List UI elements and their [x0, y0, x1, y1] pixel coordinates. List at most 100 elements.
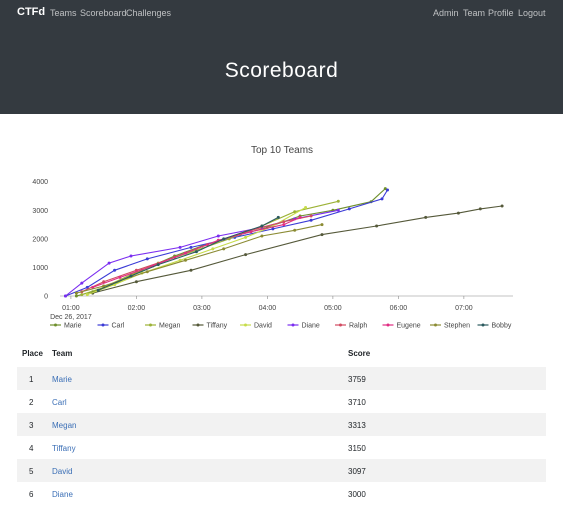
data-point[interactable]	[129, 254, 133, 258]
score-chart: Top 10 Teams 0 1000 2000 3000 4000 01:00 Dec …	[32, 145, 513, 330]
data-point[interactable]	[293, 210, 297, 214]
nav-link-logout[interactable]: Logout	[518, 8, 546, 18]
data-point[interactable]	[145, 270, 149, 274]
data-point[interactable]	[260, 224, 264, 228]
data-point[interactable]	[102, 280, 106, 284]
table-row: 6 Diane 3000	[17, 482, 546, 505]
nav-link-teams[interactable]: Teams	[50, 8, 77, 18]
data-point[interactable]	[282, 223, 286, 227]
data-point[interactable]	[424, 215, 428, 219]
legend-item-eugene[interactable]: Eugene	[397, 323, 421, 330]
x-tick-label: 06:00	[390, 305, 408, 312]
legend-marker	[101, 323, 105, 327]
data-point[interactable]	[347, 207, 351, 211]
data-point[interactable]	[293, 228, 297, 232]
series-line-stephen[interactable]	[76, 224, 323, 294]
series-line-tiffany[interactable]	[92, 205, 503, 294]
data-point[interactable]	[320, 233, 324, 237]
row-score: 3759	[348, 375, 366, 384]
row-team-link[interactable]: Tiffany	[52, 444, 76, 453]
series-line-ralph[interactable]	[81, 215, 312, 293]
series-line-eugene[interactable]	[92, 216, 301, 288]
nav-link-scoreboard[interactable]: Scoreboard	[80, 8, 127, 18]
legend-item-stephen[interactable]: Stephen	[444, 323, 470, 330]
data-point[interactable]	[102, 284, 106, 288]
legend-item-bobby[interactable]: Bobby	[492, 323, 512, 330]
table-row: 2 Carl 3710	[17, 390, 546, 413]
data-point[interactable]	[375, 224, 379, 228]
data-point[interactable]	[244, 253, 248, 257]
data-point[interactable]	[113, 268, 117, 272]
data-point[interactable]	[184, 258, 187, 262]
data-point[interactable]	[380, 197, 384, 201]
row-place: 5	[29, 467, 34, 476]
table-row: 3 Megan 3313	[17, 413, 546, 436]
nav-link-challenges[interactable]: Challenges	[126, 8, 172, 18]
legend-item-tiffany[interactable]: Tiffany	[207, 323, 228, 330]
data-point[interactable]	[156, 263, 160, 267]
data-point[interactable]	[194, 250, 198, 254]
data-point[interactable]	[386, 188, 389, 192]
legend-marker	[339, 323, 342, 327]
data-point[interactable]	[336, 208, 340, 212]
data-point[interactable]	[184, 251, 187, 255]
legend-item-david[interactable]: David	[254, 323, 272, 330]
data-point[interactable]	[80, 281, 84, 285]
data-point[interactable]	[244, 235, 248, 239]
brand-logo[interactable]: CTFd	[17, 6, 46, 18]
data-point[interactable]	[96, 288, 100, 292]
legend-item-diane[interactable]: Diane	[302, 323, 320, 330]
data-point[interactable]	[222, 237, 226, 241]
legend-item-marie[interactable]: Marie	[64, 323, 82, 330]
data-point[interactable]	[383, 187, 387, 191]
data-point[interactable]	[134, 280, 138, 284]
data-point[interactable]	[309, 214, 313, 218]
table-row: 1 Marie 3759	[17, 367, 546, 390]
data-point[interactable]	[107, 261, 111, 265]
legend-marker	[434, 323, 437, 327]
data-point[interactable]	[189, 268, 193, 272]
legend-item-carl[interactable]: Carl	[112, 323, 125, 330]
nav-link-team[interactable]: Team	[463, 8, 486, 18]
row-team-link[interactable]: Megan	[52, 421, 77, 430]
data-point[interactable]	[211, 247, 215, 251]
data-point[interactable]	[304, 206, 308, 209]
legend-item-megan[interactable]: Megan	[159, 323, 181, 330]
data-point[interactable]	[216, 234, 220, 238]
nav-link-admin[interactable]: Admin	[433, 8, 459, 18]
data-point[interactable]	[145, 257, 149, 261]
data-point[interactable]	[178, 245, 182, 249]
data-point[interactable]	[298, 215, 302, 219]
row-team-link[interactable]: David	[52, 467, 73, 476]
data-point[interactable]	[74, 291, 78, 295]
data-point[interactable]	[129, 274, 133, 278]
data-point[interactable]	[189, 245, 193, 249]
data-point[interactable]	[222, 247, 226, 251]
data-point[interactable]	[74, 294, 78, 298]
data-point[interactable]	[271, 227, 275, 231]
data-point[interactable]	[456, 211, 460, 215]
data-point[interactable]	[85, 285, 89, 289]
data-point[interactable]	[260, 234, 264, 238]
data-point[interactable]	[64, 294, 67, 298]
data-point[interactable]	[80, 293, 84, 297]
data-point[interactable]	[178, 258, 182, 262]
data-point[interactable]	[320, 223, 324, 227]
row-team-link[interactable]: Diane	[52, 490, 73, 499]
data-point[interactable]	[249, 230, 253, 234]
data-point[interactable]	[85, 293, 89, 297]
nav-link-profile[interactable]: Profile	[488, 8, 514, 18]
data-point[interactable]	[336, 199, 340, 203]
data-point[interactable]	[282, 220, 286, 224]
row-team-link[interactable]: Marie	[52, 375, 73, 384]
data-point[interactable]	[309, 218, 313, 222]
row-team-link[interactable]: Carl	[52, 398, 67, 407]
page-header	[0, 28, 563, 114]
legend-marker	[196, 323, 200, 327]
data-point[interactable]	[118, 275, 122, 279]
data-point[interactable]	[276, 215, 280, 219]
y-tick-label: 2000	[32, 236, 48, 243]
data-point[interactable]	[478, 207, 482, 211]
data-point[interactable]	[500, 204, 504, 208]
legend-item-ralph[interactable]: Ralph	[349, 323, 367, 330]
